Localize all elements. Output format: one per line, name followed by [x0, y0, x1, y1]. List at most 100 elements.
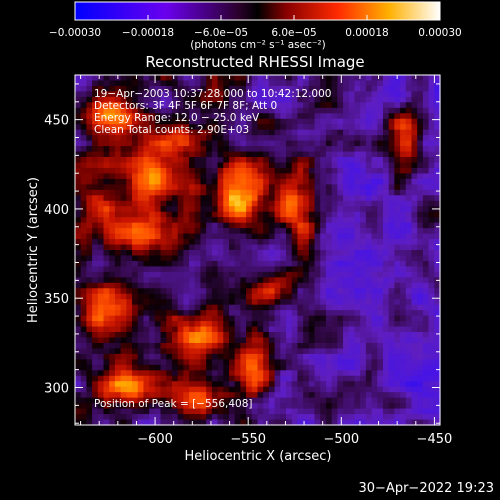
heatmap-pixel	[360, 113, 367, 120]
heatmap-pixel	[314, 419, 321, 426]
heatmap-pixel	[394, 255, 401, 262]
heatmap-pixel	[377, 140, 384, 147]
heatmap-pixel	[303, 102, 310, 109]
heatmap-pixel	[434, 408, 441, 415]
heatmap-pixel	[274, 255, 281, 262]
heatmap-pixel	[160, 140, 167, 147]
heatmap-pixel	[132, 118, 139, 125]
heatmap-pixel	[303, 299, 310, 306]
heatmap-pixel	[103, 288, 110, 295]
heatmap-pixel	[331, 167, 338, 175]
heatmap-pixel	[280, 173, 287, 180]
heatmap-pixel	[166, 96, 173, 103]
heatmap-pixel	[274, 342, 281, 350]
heatmap-pixel	[308, 364, 316, 371]
heatmap-pixel	[183, 414, 190, 421]
heatmap-pixel	[143, 397, 150, 404]
heatmap-pixel	[75, 370, 82, 377]
heatmap-pixel	[217, 359, 224, 366]
heatmap-pixel	[126, 282, 133, 289]
heatmap-pixel	[132, 408, 139, 415]
heatmap-pixel	[388, 392, 395, 399]
heatmap-pixel	[331, 96, 338, 103]
heatmap-pixel	[183, 167, 190, 175]
heatmap-pixel	[394, 80, 401, 87]
heatmap-pixel	[371, 113, 378, 120]
heatmap-pixel	[434, 337, 441, 344]
heatmap-pixel	[263, 386, 270, 393]
heatmap-pixel	[154, 348, 162, 355]
heatmap-pixel	[189, 271, 196, 278]
heatmap-pixel	[405, 157, 413, 164]
heatmap-pixel	[240, 113, 247, 120]
heatmap-pixel	[206, 277, 213, 284]
heatmap-pixel	[325, 135, 333, 142]
heatmap-pixel	[286, 321, 293, 328]
heatmap-pixel	[80, 408, 87, 415]
heatmap-pixel	[211, 337, 219, 344]
heatmap-pixel	[286, 271, 293, 278]
heatmap-pixel	[354, 162, 361, 169]
heatmap-pixel	[303, 408, 310, 415]
heatmap-pixel	[240, 359, 247, 366]
heatmap-pixel	[291, 282, 299, 289]
heatmap-pixel	[394, 282, 401, 289]
heatmap-pixel	[228, 250, 236, 257]
heatmap-pixel	[200, 244, 207, 251]
heatmap-pixel	[200, 321, 207, 328]
heatmap-pixel	[377, 107, 384, 114]
heatmap-pixel	[417, 140, 424, 147]
heatmap-pixel	[228, 200, 236, 207]
heatmap-pixel	[394, 408, 401, 415]
heatmap-pixel	[411, 348, 418, 355]
heatmap-pixel	[354, 140, 361, 147]
heatmap-pixel	[303, 250, 310, 257]
heatmap-pixel	[422, 250, 430, 257]
heatmap-pixel	[206, 326, 213, 333]
heatmap-pixel	[337, 332, 344, 339]
heatmap-pixel	[428, 167, 435, 175]
heatmap-pixel	[149, 75, 156, 82]
heatmap-pixel	[109, 135, 116, 142]
heatmap-pixel	[411, 85, 418, 93]
heatmap-pixel	[371, 342, 378, 350]
heatmap-pixel	[177, 206, 184, 213]
heatmap-pixel	[405, 321, 413, 328]
heatmap-pixel	[160, 397, 167, 404]
heatmap-pixel	[86, 332, 93, 339]
heatmap-pixel	[303, 239, 310, 246]
heatmap-pixel	[274, 337, 281, 344]
heatmap-pixel	[114, 189, 122, 196]
heatmap-pixel	[337, 386, 344, 393]
heatmap-pixel	[166, 304, 173, 311]
heatmap-pixel	[331, 162, 338, 169]
heatmap-pixel	[394, 113, 401, 120]
heatmap-pixel	[343, 250, 350, 257]
heatmap-pixel	[308, 151, 316, 158]
heatmap-pixel	[234, 260, 241, 268]
heatmap-pixel	[137, 326, 145, 333]
heatmap-pixel	[320, 107, 327, 114]
heatmap-pixel	[200, 315, 207, 322]
heatmap-pixel	[337, 211, 344, 218]
heatmap-pixel	[331, 381, 338, 388]
heatmap-pixel	[92, 239, 99, 246]
heatmap-pixel	[109, 310, 116, 317]
heatmap-pixel	[177, 162, 184, 169]
heatmap-pixel	[377, 370, 384, 377]
heatmap-pixel	[417, 124, 424, 131]
heatmap-pixel	[428, 75, 435, 82]
heatmap-pixel	[257, 217, 264, 224]
heatmap-pixel	[246, 228, 253, 235]
heatmap-pixel	[97, 277, 105, 284]
heatmap-pixel	[325, 321, 333, 328]
heatmap-pixel	[417, 375, 424, 382]
heatmap-pixel	[257, 271, 264, 278]
heatmap-pixel	[286, 129, 293, 136]
heatmap-pixel	[246, 332, 253, 339]
heatmap-pixel	[394, 403, 401, 410]
heatmap-pixel	[160, 239, 167, 246]
heatmap-pixel	[246, 403, 253, 410]
heatmap-pixel	[428, 315, 435, 322]
heatmap-pixel	[417, 315, 424, 322]
